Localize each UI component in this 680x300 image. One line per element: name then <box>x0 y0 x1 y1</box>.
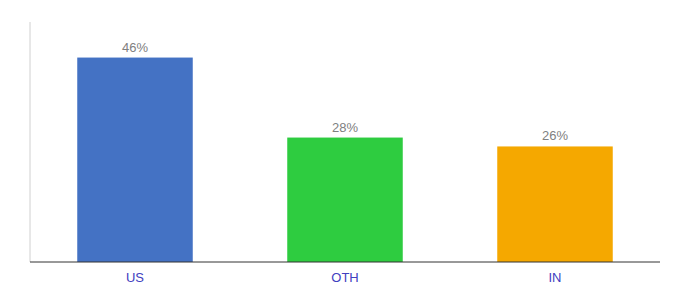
bar <box>497 146 613 262</box>
chart-container: US OTH IN 46% 28% 26% <box>0 0 680 300</box>
x-axis-line <box>30 262 660 263</box>
x-tick-label: IN <box>549 270 562 285</box>
page: {"chart_data": {"type": "bar", "categori… <box>0 0 680 300</box>
bars <box>77 58 613 262</box>
data-label: 28% <box>332 120 358 135</box>
bar <box>77 58 193 262</box>
x-tick-label: US <box>126 270 144 285</box>
y-axis-line <box>30 22 31 262</box>
chart-svg: US OTH IN 46% 28% 26% <box>0 0 680 300</box>
x-tick-label: OTH <box>331 270 358 285</box>
data-label: 46% <box>122 40 148 55</box>
bar <box>287 138 403 262</box>
data-label: 26% <box>542 128 568 143</box>
